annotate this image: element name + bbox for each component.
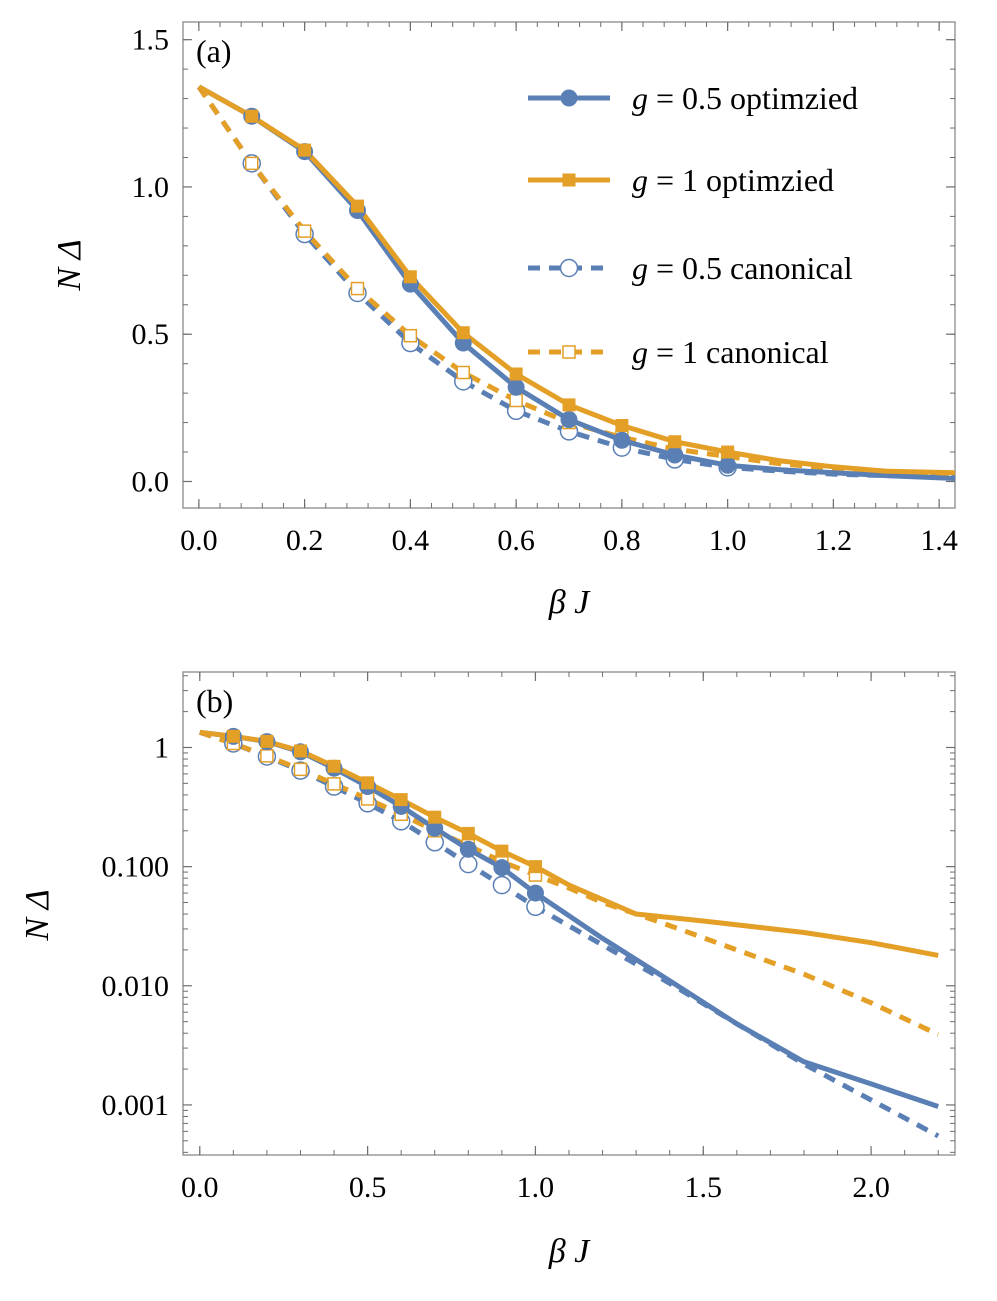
series-line-g1_can xyxy=(199,729,940,1037)
marker-g1_opt xyxy=(495,844,509,858)
x-tick-label: 0.2 xyxy=(286,524,324,557)
y-axis-label: N Δ xyxy=(19,889,56,941)
legend-label: g = 0.5 optimzied xyxy=(632,80,858,116)
marker-g1_can xyxy=(260,749,274,763)
marker-g1_opt xyxy=(226,729,240,743)
y-tick-label: 0.100 xyxy=(102,851,170,884)
x-tick-label: 1.2 xyxy=(815,524,853,557)
marker-g1_can xyxy=(509,393,523,408)
legend-label-text: = 1 canonical xyxy=(648,334,829,370)
series-line-g1_opt xyxy=(199,729,939,958)
marker-g05_opt xyxy=(719,456,737,474)
legend-label-symbol: g xyxy=(632,334,648,370)
marker-g1_can xyxy=(456,365,470,380)
marker-g05_opt xyxy=(426,819,444,837)
legend-marker xyxy=(560,89,578,107)
y-tick-label: 0.001 xyxy=(102,1089,170,1122)
x-tick-label: 1.5 xyxy=(685,1171,723,1204)
legend-label-symbol: g xyxy=(632,162,648,198)
marker-g05_opt xyxy=(526,884,544,902)
y-tick-label: 0.010 xyxy=(102,970,170,1003)
legend-label-text: = 0.5 optimzied xyxy=(648,80,858,116)
legend-marker xyxy=(562,345,576,359)
x-axis-label: β J xyxy=(548,1233,591,1270)
marker-g1_can xyxy=(297,224,312,238)
legend-label: g = 0.5 canonical xyxy=(632,250,853,286)
marker-g1_opt xyxy=(668,435,682,449)
x-tick-label: 1.4 xyxy=(920,524,958,557)
marker-g05_opt xyxy=(560,411,578,429)
legend-label-text: = 0.5 canonical xyxy=(648,250,853,286)
plot-area xyxy=(199,727,940,1139)
marker-g1_opt xyxy=(456,326,470,340)
marker-g05_opt xyxy=(507,378,525,396)
marker-g1_opt xyxy=(350,199,364,213)
panel-b: 0.0 0.5 1.0 1.5 2.0 1 0.100 0.010 0.001 (b) β J N Δ xyxy=(19,671,956,1270)
marker-g1_opt xyxy=(260,734,274,748)
marker-g05_opt xyxy=(493,859,511,877)
marker-g1_opt xyxy=(461,826,475,840)
marker-g05_can xyxy=(459,854,478,874)
marker-g1_opt xyxy=(327,759,341,773)
legend-label: g = 1 canonical xyxy=(632,334,829,370)
plot-frame xyxy=(182,21,956,509)
marker-g1_opt xyxy=(298,143,312,157)
marker-g1_can xyxy=(293,762,308,777)
marker-g1_can xyxy=(403,328,418,343)
y-tick-label: 0.0 xyxy=(132,465,170,498)
x-tick-label: 2.0 xyxy=(852,1171,890,1204)
panel-a: 0.0 0.2 0.4 0.6 0.8 1.0 1.2 1.4 0.0 0.5 1.0 1.5 (a) β… xyxy=(51,21,958,621)
legend-marker xyxy=(559,258,579,278)
x-axis-label: β J xyxy=(548,584,591,621)
marker-g1_opt xyxy=(245,109,259,123)
marker-g05_opt xyxy=(459,840,477,858)
marker-g1_opt xyxy=(562,398,576,412)
x-tick-label: 0.0 xyxy=(181,1171,219,1204)
panel-label: (a) xyxy=(196,33,232,69)
marker-g1_opt xyxy=(394,793,408,807)
x-tick-label: 1.0 xyxy=(517,1171,555,1204)
y-axis-label: N Δ xyxy=(51,239,88,291)
marker-g1_opt xyxy=(403,270,417,284)
y-tick-label: 1 xyxy=(154,731,169,764)
y-tick-label: 0.5 xyxy=(132,318,170,351)
x-tick-label: 0.0 xyxy=(180,524,218,557)
marker-g05_opt xyxy=(666,446,684,464)
panel-label: (b) xyxy=(196,683,233,719)
x-tick-label: 0.6 xyxy=(497,524,535,557)
legend-label-symbol: g xyxy=(632,250,648,286)
marker-g05_opt xyxy=(613,431,631,449)
y-tick-label: 1.5 xyxy=(132,24,170,57)
legend-label: g = 1 optimzied xyxy=(632,162,834,198)
marker-g1_can xyxy=(350,281,365,296)
x-tick-label: 1.0 xyxy=(709,524,747,557)
legend-label-symbol: g xyxy=(632,80,648,116)
legend-label-text: = 1 optimzied xyxy=(648,162,834,198)
x-tick-label: 0.4 xyxy=(392,524,430,557)
legend-marker xyxy=(562,173,576,187)
marker-g1_opt xyxy=(293,744,307,758)
x-tick-label: 0.8 xyxy=(603,524,641,557)
x-tick-label: 0.5 xyxy=(349,1171,387,1204)
marker-g1_opt xyxy=(509,367,523,381)
plot-area xyxy=(196,84,955,481)
marker-g1_opt xyxy=(615,419,629,433)
marker-g1_opt xyxy=(428,810,442,824)
marker-g05_can xyxy=(492,875,512,895)
series-line-g05_opt xyxy=(199,729,939,1109)
marker-g1_can xyxy=(244,156,259,171)
marker-g1_opt xyxy=(721,445,735,459)
y-tick-label: 1.0 xyxy=(132,171,170,204)
marker-g1_opt xyxy=(361,776,375,790)
marker-g1_can xyxy=(327,777,341,791)
marker-g1_opt xyxy=(528,860,542,874)
